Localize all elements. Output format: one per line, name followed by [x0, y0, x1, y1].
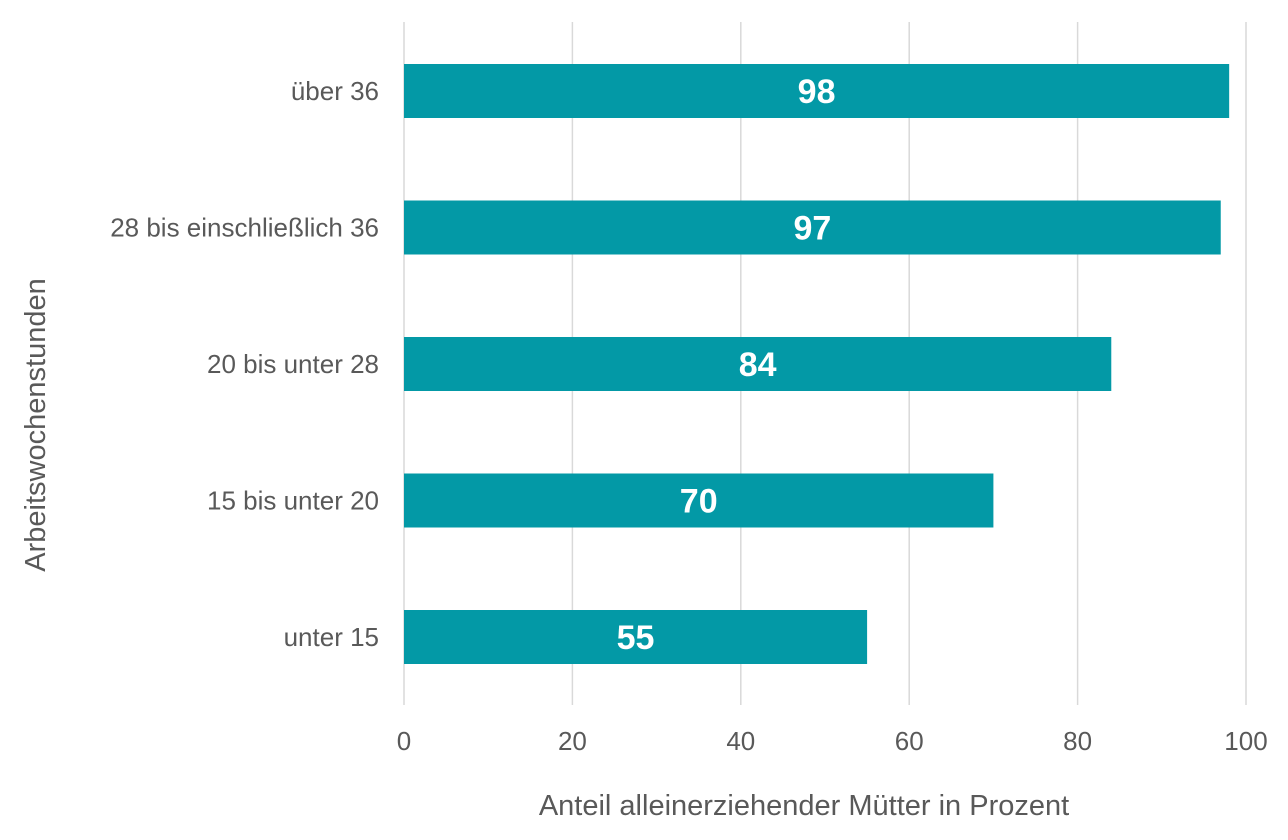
category-label: unter 15	[284, 622, 379, 652]
x-tick-label: 100	[1224, 726, 1267, 756]
x-tick-label: 40	[726, 726, 755, 756]
data-label: 84	[739, 346, 777, 384]
bar	[404, 610, 868, 664]
category-label: über 36	[291, 76, 379, 106]
data-label: 70	[680, 483, 718, 521]
category-label: 15 bis unter 20	[207, 486, 379, 516]
category-label: 28 bis einschließlich 36	[110, 213, 379, 243]
x-tick-label: 80	[1063, 726, 1092, 756]
data-label: 98	[798, 73, 836, 111]
x-tick-label: 60	[895, 726, 924, 756]
bar	[404, 64, 1230, 118]
x-tick-label: 0	[397, 726, 411, 756]
category-label: 20 bis unter 28	[207, 349, 379, 379]
x-tick-label: 20	[558, 726, 587, 756]
category-labels: über 36 28 bis einschließlich 36 20 bis un…	[110, 76, 379, 652]
x-axis-title: Anteil alleinerziehender Mütter in Proze…	[539, 790, 1069, 822]
bars: 98 97 84 70 55	[404, 64, 1230, 664]
y-axis-title: Arbeitswochenstunden	[20, 278, 52, 571]
data-label: 97	[793, 210, 831, 248]
data-label: 55	[617, 619, 655, 657]
bar	[404, 200, 1221, 255]
x-tick-labels: 0 20 40 60 80 100	[397, 726, 1268, 756]
bar	[404, 337, 1112, 391]
bar	[404, 473, 994, 528]
